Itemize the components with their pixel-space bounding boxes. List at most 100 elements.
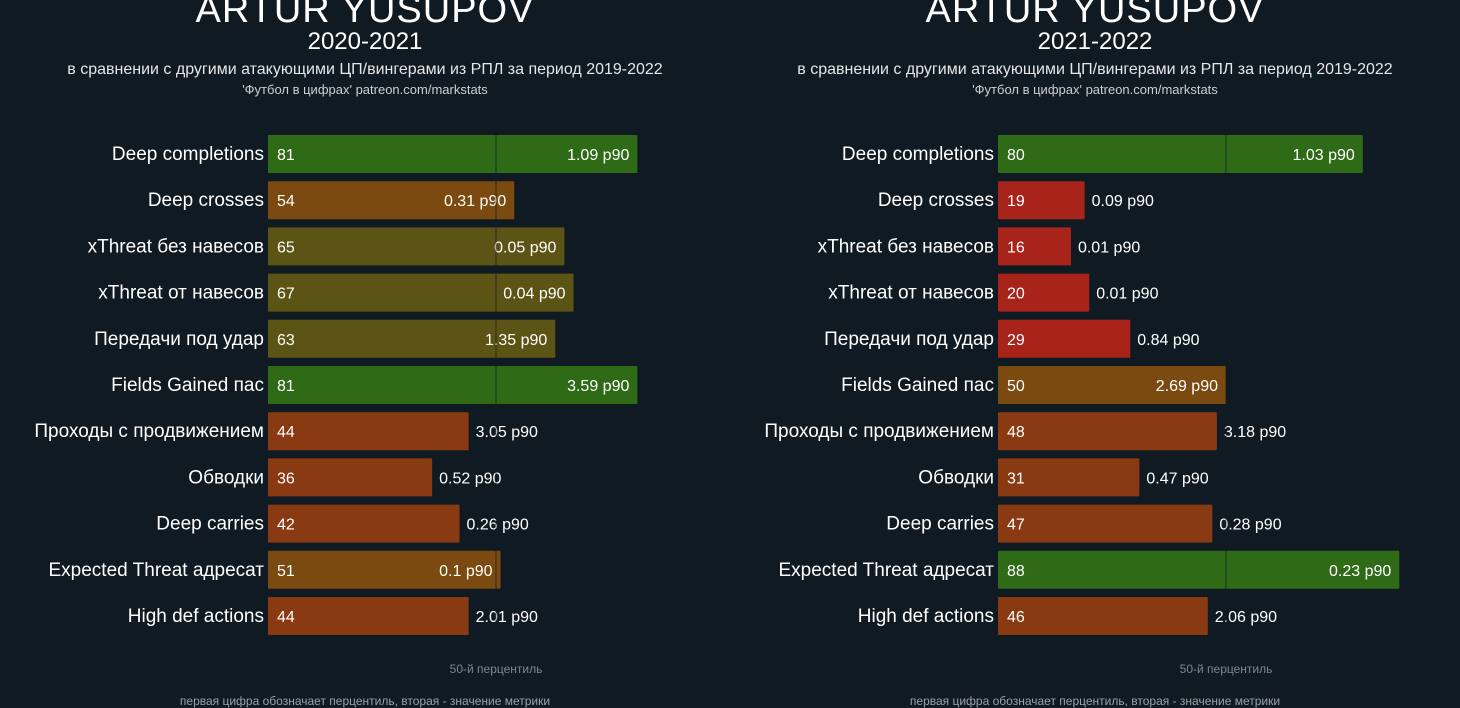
percentile-label: 19 (1007, 193, 1025, 210)
percentile-label: 46 (1007, 609, 1025, 626)
metric-value-label: 0.47 p90 (1146, 470, 1208, 487)
bar (998, 227, 1071, 266)
category-label: Обводки (918, 467, 994, 488)
bar (268, 366, 638, 404)
percentile-label: 51 (277, 563, 295, 580)
bar-chart: Deep completions 80 1.03 p90 Deep crosses 19… (764, 135, 1400, 635)
category-label: xThreat от навесов (98, 283, 264, 304)
metric-value-label: 2.06 p90 (1215, 609, 1277, 626)
percentile-label: 80 (1007, 147, 1025, 164)
bar (998, 319, 1131, 358)
median-label: 50-й перцентиль (1179, 662, 1273, 676)
category-label: Deep completions (842, 144, 994, 165)
bar (998, 412, 1217, 451)
bar (268, 227, 565, 266)
category-label: Deep carries (156, 514, 264, 535)
percentile-label: 65 (277, 239, 295, 256)
player-title: ARTUR YUSUPOV (925, 0, 1265, 31)
bar (998, 458, 1140, 497)
player-title: ARTUR YUSUPOV (195, 0, 535, 31)
category-label: Обводки (188, 467, 264, 488)
source-credit: 'Футбол в цифрах' patreon.com/markstats (242, 82, 488, 97)
metric-value-label: 0.09 p90 (1092, 193, 1154, 210)
metric-value-label: 0.1 p90 (439, 563, 492, 580)
category-label: xThreat от навесов (828, 283, 994, 304)
metric-value-label: 1.35 p90 (485, 332, 547, 349)
metric-value-label: 0.23 p90 (1329, 563, 1391, 580)
median-label: 50-й перцентиль (449, 662, 543, 676)
metric-value-label: 3.05 p90 (476, 424, 538, 441)
metric-value-label: 0.01 p90 (1078, 239, 1140, 256)
category-label: Проходы с продвижением (764, 421, 994, 442)
metric-value-label: 2.01 p90 (476, 609, 538, 626)
bar (268, 504, 460, 543)
percentile-label: 42 (277, 517, 295, 534)
percentile-label: 63 (277, 332, 295, 349)
category-label: High def actions (128, 606, 264, 627)
metric-value-label: 0.26 p90 (467, 517, 529, 534)
metric-value-label: 0.31 p90 (444, 193, 506, 210)
category-label: Expected Threat адресат (779, 560, 995, 581)
season-label: 2020-2021 (307, 28, 423, 55)
category-label: xThreat без навесов (88, 236, 264, 257)
category-label: Fields Gained пас (111, 375, 264, 396)
bar (268, 273, 574, 312)
category-label: Передачи под удар (824, 329, 994, 350)
percentile-label: 48 (1007, 424, 1025, 441)
bar (998, 273, 1090, 312)
metric-value-label: 0.28 p90 (1219, 517, 1281, 534)
category-label: Проходы с продвижением (34, 421, 264, 442)
category-label: xThreat без навесов (818, 236, 994, 257)
metric-value-label: 2.69 p90 (1156, 378, 1218, 395)
percentile-label: 67 (277, 286, 295, 303)
bar (998, 597, 1208, 635)
percentile-label: 50 (1007, 378, 1025, 395)
category-label: Fields Gained пас (841, 375, 994, 396)
percentile-label: 20 (1007, 286, 1025, 303)
percentile-label: 88 (1007, 563, 1025, 580)
bar (268, 135, 638, 173)
percentile-label: 81 (277, 378, 295, 395)
category-label: Передачи под удар (94, 329, 264, 350)
bar-chart: Deep completions 81 1.09 p90 Deep crosses 54… (34, 135, 638, 635)
footnote: первая цифра обозначает перцентиль, втор… (909, 694, 1281, 708)
source-credit: 'Футбол в цифрах' patreon.com/markstats (972, 82, 1218, 97)
bar (268, 319, 556, 358)
bar (998, 135, 1363, 173)
percentile-label: 44 (277, 424, 295, 441)
chart-panel-2020-2021: ARTUR YUSUPOV 2020-2021 в сравнении с др… (0, 0, 730, 708)
metric-value-label: 3.59 p90 (567, 378, 629, 395)
bar (998, 366, 1226, 404)
bar (998, 504, 1213, 543)
percentile-label: 47 (1007, 517, 1025, 534)
comparison-subtitle: в сравнении с другими атакующими ЦП/винг… (67, 61, 663, 78)
bar (998, 550, 1400, 589)
metric-value-label: 0.84 p90 (1137, 332, 1199, 349)
bar (268, 597, 469, 635)
percentile-label: 54 (277, 193, 295, 210)
bar (268, 458, 433, 497)
metric-value-label: 1.03 p90 (1293, 147, 1355, 164)
metric-value-label: 1.09 p90 (567, 147, 629, 164)
chart-panel-2021-2022: ARTUR YUSUPOV 2021-2022 в сравнении с др… (730, 0, 1460, 708)
category-label: Deep crosses (878, 190, 994, 211)
bar (998, 181, 1085, 220)
season-label: 2021-2022 (1037, 28, 1153, 55)
metric-value-label: 0.01 p90 (1096, 286, 1158, 303)
percentile-label: 36 (277, 470, 295, 487)
bar (268, 550, 501, 589)
percentile-label: 44 (277, 609, 295, 626)
metric-value-label: 0.05 p90 (494, 239, 556, 256)
percentile-label: 81 (277, 147, 295, 164)
percentile-label: 29 (1007, 332, 1025, 349)
metric-value-label: 3.18 p90 (1224, 424, 1286, 441)
percentile-label: 31 (1007, 470, 1025, 487)
bar (268, 412, 469, 451)
percentile-label: 16 (1007, 239, 1025, 256)
category-label: Expected Threat адресат (49, 560, 265, 581)
metric-value-label: 0.04 p90 (503, 286, 565, 303)
metric-value-label: 0.52 p90 (439, 470, 501, 487)
bar (268, 181, 515, 220)
category-label: Deep carries (886, 514, 994, 535)
comparison-subtitle: в сравнении с другими атакующими ЦП/винг… (797, 61, 1393, 78)
